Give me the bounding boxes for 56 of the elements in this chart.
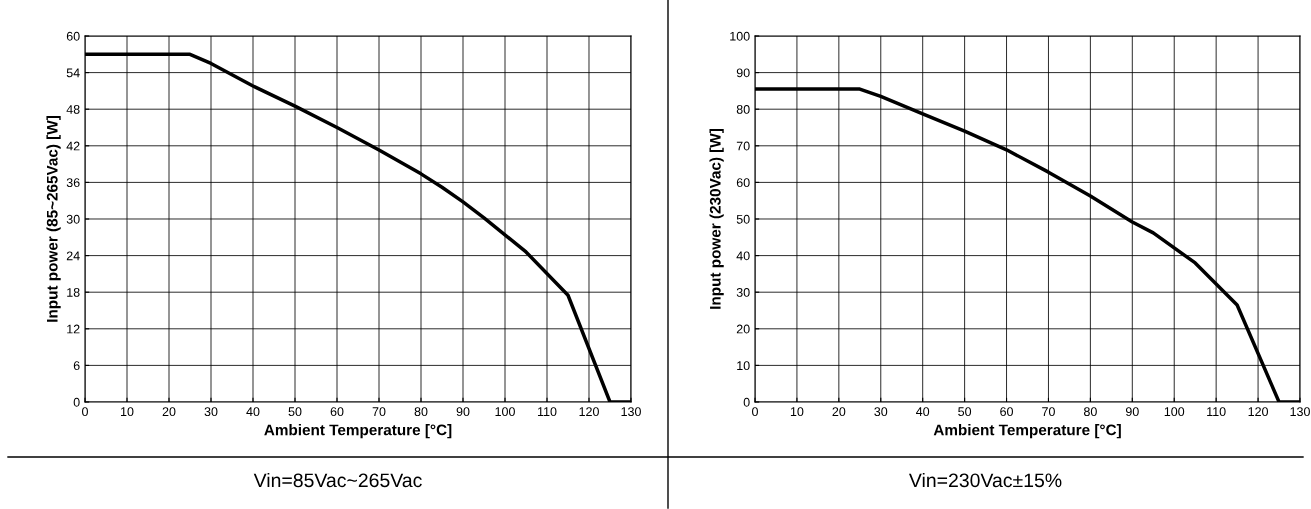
y-tick-label: 42 <box>66 141 80 151</box>
x-tick-label: 30 <box>204 407 218 417</box>
x-tick-label: 70 <box>1042 407 1055 417</box>
y-axis-title: Input power (230Vac) [W] <box>709 129 724 309</box>
x-tick-label: 0 <box>82 407 88 417</box>
y-tick-label: 36 <box>66 178 80 188</box>
x-tick-label: 20 <box>832 407 846 417</box>
x-tick-label: 110 <box>537 407 557 417</box>
y-tick-label: 100 <box>730 31 750 41</box>
text: Vin=85Vac~265Vac <box>253 472 422 488</box>
x-tick-label: 80 <box>414 407 428 417</box>
y-tick-label: 50 <box>736 214 750 224</box>
y-tick-label: 80 <box>736 105 750 114</box>
y-tick-label: 18 <box>67 288 80 297</box>
y-tick-label: 70 <box>736 141 750 151</box>
x-tick-label: 80 <box>1083 407 1097 417</box>
x-tick-label: 70 <box>372 407 386 417</box>
x-tick-label: 30 <box>874 407 888 417</box>
y-tick-label: 60 <box>736 178 750 188</box>
y-tick-label: 0 <box>743 397 750 407</box>
x-tick-label: 120 <box>1248 407 1269 417</box>
y-tick-label: 6 <box>73 361 80 371</box>
x-tick-label: 60 <box>1000 407 1013 417</box>
x-axis-title: Ambient Temperature [°C] <box>933 424 1121 439</box>
x-tick-label: 100 <box>1164 407 1185 417</box>
y-tick-label: 40 <box>736 251 750 261</box>
x-tick-label: 50 <box>288 407 302 417</box>
y-tick-label: 30 <box>66 214 80 224</box>
x-tick-label: 100 <box>495 407 515 417</box>
x-tick-label: 40 <box>916 407 930 417</box>
y-tick-label: 0 <box>73 397 80 407</box>
x-tick-label: 110 <box>1207 407 1226 417</box>
y-axis-title: Input power (85~265Vac) [W] <box>46 116 61 322</box>
x-tick-label: 10 <box>790 407 804 417</box>
y-tick-label: 54 <box>66 68 80 78</box>
y-tick-label: 30 <box>736 288 750 297</box>
y-tick-label: 90 <box>736 68 750 78</box>
x-tick-label: 40 <box>246 407 260 417</box>
y-tick-label: 48 <box>66 105 80 114</box>
y-tick-label: 12 <box>67 324 80 334</box>
y-tick-label: 60 <box>66 31 80 41</box>
text: Vin=230Vac±15% <box>908 472 1062 488</box>
x-tick-label: 10 <box>121 407 134 417</box>
x-tick-label: 130 <box>621 407 641 417</box>
x-axis-title: Ambient Temperature [°C] <box>264 424 452 439</box>
x-tick-label: 90 <box>456 407 470 417</box>
x-tick-label: 130 <box>1290 407 1310 417</box>
y-tick-label: 10 <box>737 361 750 371</box>
y-tick-label: 20 <box>736 324 750 334</box>
x-tick-label: 60 <box>330 407 344 417</box>
x-tick-label: 120 <box>579 407 599 417</box>
x-tick-label: 50 <box>958 407 972 417</box>
x-tick-label: 20 <box>162 407 176 417</box>
x-tick-label: 0 <box>752 407 758 417</box>
x-tick-label: 90 <box>1125 407 1139 417</box>
y-tick-label: 24 <box>66 251 80 261</box>
